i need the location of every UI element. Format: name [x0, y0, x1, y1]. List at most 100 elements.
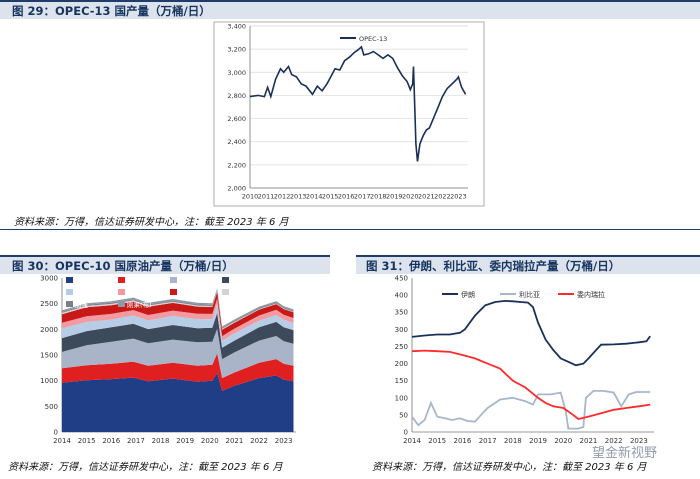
fig30-source: 资料来源：万得，信达证券研发中心，注：截至 2023 年 6 月 [8, 462, 283, 473]
legend-swatch [222, 277, 229, 283]
legend-label: OPEC-13 [359, 35, 387, 43]
y-tick-label: 50 [399, 411, 408, 419]
legend-swatch [66, 289, 73, 295]
y-tick-label: 2,800 [227, 92, 246, 100]
x-tick-label: 2023 [275, 437, 293, 445]
legend-swatch [118, 301, 125, 307]
y-tick-label: 250 [395, 343, 408, 351]
legend-swatch [222, 289, 229, 295]
x-tick-label: 2013 [290, 193, 307, 201]
x-tick-label: 2023 [450, 193, 467, 201]
opec10-stacked-area-chart: 0 500 1000 1500 2000 2500 3000 2014 2015 2016 2017… [40, 275, 296, 445]
y-tick-label: 150 [395, 377, 408, 385]
legend-swatch [170, 289, 177, 295]
legend-label: 尼日利亚 [75, 288, 102, 297]
legend-label: 科威特 [231, 276, 251, 285]
x-tick-label: 2020 [402, 193, 419, 201]
fig29-title: 图 29：OPEC-13 国产量（万桶/日） [12, 4, 211, 18]
legend-label: 刚果(布) [127, 300, 152, 309]
y-tick-label: 350 [395, 309, 408, 317]
x-tick-label: 2014 [306, 193, 323, 201]
y-tick-label: 3,400 [227, 23, 246, 31]
y-tick-label: 0 [54, 429, 58, 437]
y-tick-label: 100 [395, 394, 408, 402]
legend-swatch [118, 289, 125, 295]
x-tick-label: 2018 [504, 437, 522, 445]
x-tick-label: 2016 [338, 193, 355, 201]
legend-swatch [66, 277, 73, 283]
x-tick-label: 2019 [529, 437, 547, 445]
x-tick-label: 2018 [370, 193, 387, 201]
legend-label: 伊朗 [461, 290, 475, 299]
x-tick-label: 2021 [580, 437, 598, 445]
x-tick-label: 2016 [454, 437, 472, 445]
x-tick-label: 2023 [630, 437, 648, 445]
y-tick-label: 1000 [40, 377, 58, 385]
y-tick-label: 2,400 [227, 138, 246, 146]
x-tick-label: 2012 [274, 193, 291, 201]
x-tick-label: 2019 [176, 437, 194, 445]
y-tick-label: 450 [395, 275, 408, 283]
legend-label: 沙特阿拉伯 [75, 276, 108, 285]
x-tick-label: 2020 [554, 437, 572, 445]
plot-frame [213, 21, 485, 207]
watermark: 望金新视野 [592, 446, 658, 461]
area-series-2 [62, 328, 294, 379]
area-series-0 [62, 373, 294, 432]
x-tick-label: 2015 [322, 193, 339, 201]
x-tick-label: 2014 [403, 437, 421, 445]
legend-label: 安哥拉 [179, 288, 199, 297]
y-tick-label: 2,600 [227, 115, 246, 123]
x-tick-label: 2022 [434, 193, 451, 201]
y-tick-label: 3000 [40, 275, 58, 283]
area-series-1 [62, 353, 294, 391]
y-tick-label: 0 [404, 429, 408, 437]
legend-label: 赤道几内亚 [231, 288, 264, 297]
series-line-opec13 [249, 45, 467, 162]
x-tick-label: 2017 [354, 193, 371, 201]
x-tick-label: 2015 [428, 437, 446, 445]
x-tick-label: 2017 [479, 437, 497, 445]
fig30-title-bar [0, 255, 330, 274]
y-tick-label: 400 [395, 292, 408, 300]
y-tick-label: 2000 [40, 326, 58, 334]
legend-label: 阿尔及利亚 [127, 288, 160, 297]
legend-label: 伊拉克 [179, 276, 199, 285]
fig29-source: 资料来源：万得，信达证券研发中心，注：截至 2023 年 6 月 [14, 217, 289, 228]
x-tick-label: 2011 [258, 193, 275, 201]
fig31-source: 资料来源：万得，信达证券研发中心，注：截至 2023 年 6 月 [372, 462, 647, 473]
x-tick-label: 2021 [418, 193, 435, 201]
fig31-title-bar [356, 255, 700, 274]
x-tick-label: 2017 [127, 437, 145, 445]
legend-swatch [118, 277, 125, 283]
legend-swatch [66, 301, 73, 307]
series-line-1 [411, 390, 651, 430]
area-series-3 [62, 312, 294, 360]
area-series-5 [62, 298, 294, 341]
y-tick-label: 200 [395, 360, 408, 368]
iran-libya-venezuela-line-chart: 0 50 100 150 200 250 300 350 400 450 2014 2015 2016 2… [395, 275, 654, 445]
area-series-6 [62, 291, 294, 337]
y-tick-label: 1500 [40, 352, 58, 360]
legend-swatch [170, 277, 177, 283]
x-tick-label: 2019 [386, 193, 403, 201]
series-line-2 [411, 349, 651, 420]
fig29-bottom-rule [0, 229, 700, 230]
x-tick-label: 2022 [250, 437, 268, 445]
x-tick-label: 2021 [226, 437, 244, 445]
y-tick-label: 3,200 [227, 46, 246, 54]
opec13-line-chart: 2,000 2,200 2,400 2,600 2,800 3,000 3,200 3,400… [213, 21, 485, 207]
legend-label: 阿联酋 [127, 276, 147, 285]
legend-label: 加蓬 [75, 300, 89, 309]
fig29-title-bar [0, 0, 700, 19]
y-tick-label: 2,200 [227, 161, 246, 169]
x-tick-label: 2015 [78, 437, 96, 445]
legend-label: 利比亚 [519, 290, 540, 299]
fig30-title: 图 30：OPEC-10 国原油产量（万桶/日） [12, 259, 234, 273]
x-tick-label: 2020 [201, 437, 219, 445]
legend-label: 委内瑞拉 [577, 290, 605, 299]
y-tick-label: 3,000 [227, 69, 246, 77]
x-tick-label: 2014 [53, 437, 71, 445]
x-tick-label: 2010 [242, 193, 259, 201]
series-line-0 [411, 299, 651, 367]
